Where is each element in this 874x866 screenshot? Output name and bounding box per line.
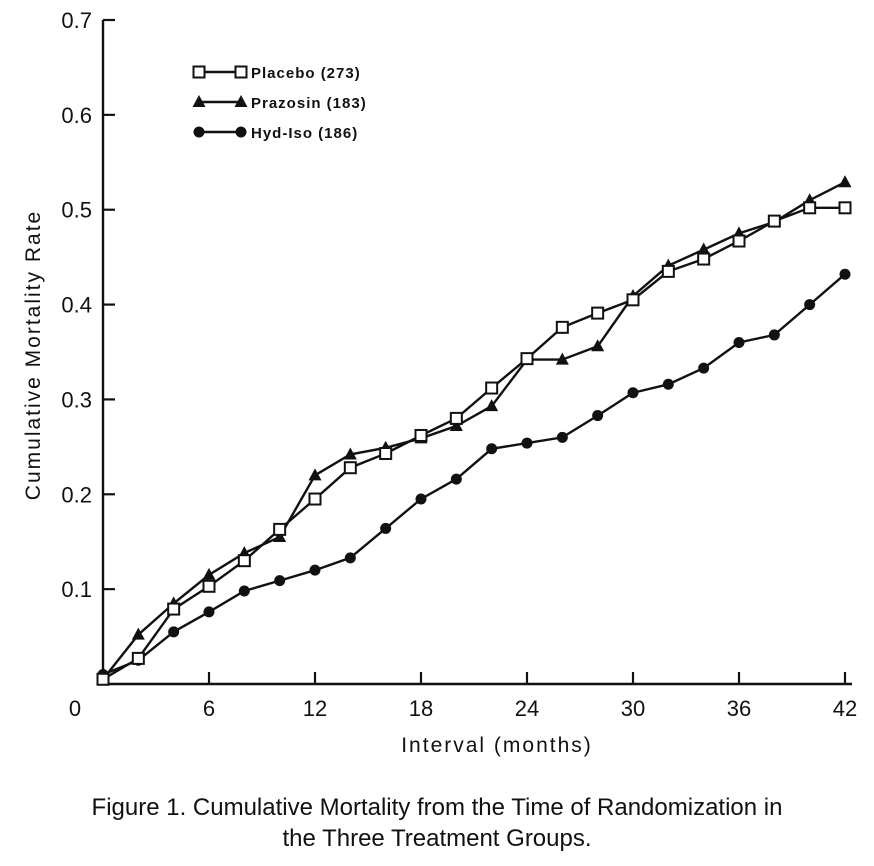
data-point — [520, 352, 534, 366]
x-tick-label: 30 — [621, 696, 645, 721]
y-tick-label: 0.1 — [61, 577, 92, 602]
legend-marker — [234, 65, 248, 79]
data-point — [555, 352, 569, 365]
legend-marker — [234, 95, 248, 107]
data-series — [96, 175, 852, 686]
legend-marker — [235, 126, 247, 138]
data-point — [237, 554, 251, 568]
data-point — [202, 579, 216, 593]
data-point — [344, 552, 356, 564]
x-tick-label: 12 — [303, 696, 327, 721]
data-point — [626, 293, 640, 307]
legend-marker — [193, 126, 205, 138]
data-point — [415, 493, 427, 505]
data-point — [168, 626, 180, 638]
data-point — [131, 651, 145, 665]
caption-line-1: Figure 1. Cumulative Mortality from the … — [91, 794, 783, 821]
data-point — [591, 339, 605, 352]
data-point — [380, 522, 392, 534]
legend-entry: Prazosin (183) — [192, 95, 367, 112]
x-tick-label: 6 — [203, 696, 215, 721]
data-point — [238, 585, 250, 597]
legend-entry: Placebo (273) — [192, 65, 361, 82]
data-point — [627, 387, 639, 399]
data-point — [662, 378, 674, 390]
y-axis-title: Cumulative Mortality Rate — [22, 210, 45, 500]
data-point — [767, 214, 781, 228]
data-point — [203, 606, 215, 618]
data-point — [803, 201, 817, 215]
data-point — [449, 411, 463, 425]
legend-marker — [192, 95, 206, 107]
data-point — [309, 564, 321, 576]
data-point — [485, 381, 499, 395]
series-line — [102, 273, 846, 676]
figure-caption: Figure 1. Cumulative Mortality from the … — [0, 792, 874, 854]
data-point — [308, 492, 322, 506]
data-point — [592, 410, 604, 422]
data-point — [96, 672, 110, 686]
data-point — [697, 252, 711, 266]
legend-label: Prazosin (183) — [251, 95, 367, 112]
data-point — [485, 399, 499, 412]
data-point — [804, 299, 816, 311]
data-point — [521, 437, 533, 449]
data-point — [202, 567, 216, 580]
legend-entry: Hyd-Iso (186) — [193, 125, 358, 142]
data-point — [167, 602, 181, 616]
y-tick-label: 0.4 — [61, 293, 92, 318]
y-tick-label: 0.5 — [61, 198, 92, 223]
data-point — [555, 320, 569, 334]
series-line — [102, 206, 845, 681]
legend-label: Hyd-Iso (186) — [251, 125, 358, 142]
axes — [101, 20, 852, 686]
data-point — [131, 627, 145, 640]
x-tick-label: 0 — [69, 696, 81, 721]
data-point — [768, 329, 780, 341]
data-point — [697, 242, 711, 255]
x-tick-label: 24 — [515, 696, 539, 721]
legend-label: Placebo (273) — [251, 65, 361, 82]
data-point — [838, 175, 852, 188]
data-point — [379, 446, 393, 460]
data-point — [591, 306, 605, 320]
data-point — [556, 431, 568, 443]
series-open-square — [96, 201, 852, 686]
data-point — [698, 362, 710, 374]
data-point — [308, 468, 322, 481]
data-point — [661, 264, 675, 278]
data-point — [450, 473, 462, 485]
data-point — [273, 529, 287, 542]
x-axis-title: Interval (months) — [401, 734, 593, 757]
data-point — [414, 428, 428, 442]
series-line — [102, 181, 846, 681]
y-tick-label: 0.7 — [61, 8, 92, 33]
data-point — [274, 575, 286, 587]
data-point — [839, 268, 851, 280]
data-point — [343, 447, 357, 460]
data-point — [838, 201, 852, 215]
y-tick-label: 0.6 — [61, 103, 92, 128]
legend: Placebo (273) Prazosin (183) Hyd-Iso (186) — [192, 65, 367, 142]
x-tick-label: 36 — [727, 696, 751, 721]
data-point — [343, 461, 357, 475]
axis-ticks: 0 6 12 18 24 30 36 42 0.1 0.2 0.3 0.4 0.5 0.6 0.7 — [61, 8, 857, 721]
series-filled-circle — [97, 268, 851, 681]
data-point — [732, 234, 746, 248]
data-point — [449, 418, 463, 431]
x-tick-label: 18 — [409, 696, 433, 721]
data-point — [273, 522, 287, 536]
data-point — [733, 337, 745, 349]
legend-marker — [192, 65, 206, 79]
y-tick-label: 0.3 — [61, 387, 92, 412]
caption-line-2: the Three Treatment Groups. — [282, 825, 592, 852]
data-point — [486, 443, 498, 455]
x-tick-label: 42 — [833, 696, 857, 721]
y-tick-label: 0.2 — [61, 482, 92, 507]
